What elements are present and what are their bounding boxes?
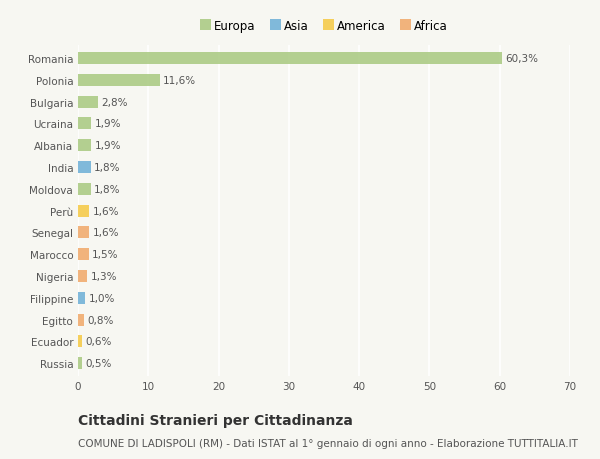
Text: 1,0%: 1,0% — [89, 293, 115, 303]
Text: Cittadini Stranieri per Cittadinanza: Cittadini Stranieri per Cittadinanza — [78, 413, 353, 427]
Text: 0,5%: 0,5% — [85, 358, 112, 368]
Bar — [78, 249, 89, 261]
Bar — [78, 96, 98, 108]
Legend: Europa, Asia, America, Africa: Europa, Asia, America, Africa — [197, 17, 452, 37]
Text: 1,6%: 1,6% — [93, 206, 119, 216]
Bar — [78, 162, 91, 174]
Text: COMUNE DI LADISPOLI (RM) - Dati ISTAT al 1° gennaio di ogni anno - Elaborazione : COMUNE DI LADISPOLI (RM) - Dati ISTAT al… — [78, 438, 578, 448]
Text: 1,8%: 1,8% — [94, 162, 121, 173]
Bar — [78, 270, 87, 282]
Bar — [78, 314, 83, 326]
Text: 60,3%: 60,3% — [505, 54, 538, 64]
Bar — [78, 292, 85, 304]
Text: 1,8%: 1,8% — [94, 185, 121, 195]
Text: 0,8%: 0,8% — [87, 315, 113, 325]
Bar — [78, 336, 82, 347]
Bar — [78, 75, 160, 87]
Text: 1,6%: 1,6% — [93, 228, 119, 238]
Text: 1,9%: 1,9% — [95, 141, 121, 151]
Text: 2,8%: 2,8% — [101, 97, 128, 107]
Text: 1,5%: 1,5% — [92, 250, 119, 260]
Text: 1,9%: 1,9% — [95, 119, 121, 129]
Text: 1,3%: 1,3% — [91, 271, 117, 281]
Bar — [78, 184, 91, 196]
Bar — [78, 205, 89, 217]
Bar — [78, 118, 91, 130]
Bar — [78, 53, 502, 65]
Text: 0,6%: 0,6% — [86, 336, 112, 347]
Bar — [78, 358, 82, 369]
Text: 11,6%: 11,6% — [163, 76, 196, 86]
Bar — [78, 227, 89, 239]
Bar — [78, 140, 91, 152]
